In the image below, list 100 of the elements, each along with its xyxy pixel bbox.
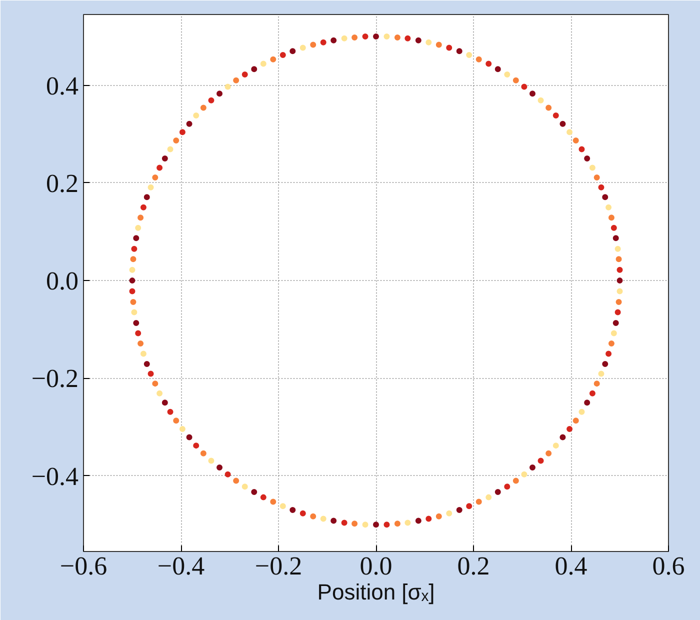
point — [426, 516, 432, 522]
point — [156, 164, 163, 171]
point — [610, 330, 617, 336]
point — [373, 33, 379, 40]
point — [310, 513, 316, 520]
point — [130, 256, 136, 262]
point — [608, 214, 614, 221]
point — [224, 471, 231, 478]
point — [394, 520, 400, 527]
point — [504, 72, 510, 78]
point — [330, 518, 337, 524]
x-axis-title: Position [σₓ] — [317, 580, 435, 604]
point — [466, 52, 472, 58]
x-tick-label: −0.4 — [157, 552, 205, 580]
point — [290, 507, 296, 513]
point — [384, 33, 390, 40]
point — [538, 97, 544, 104]
point — [415, 518, 422, 524]
point — [394, 34, 400, 40]
point — [610, 224, 617, 231]
point — [529, 90, 536, 97]
point — [216, 90, 223, 97]
point — [614, 309, 621, 316]
point — [242, 484, 248, 490]
point — [598, 184, 604, 190]
point — [589, 390, 596, 396]
point — [512, 478, 519, 484]
point — [173, 137, 180, 144]
point — [552, 112, 559, 119]
point — [162, 156, 168, 162]
point — [362, 522, 368, 528]
point — [384, 522, 390, 528]
point — [300, 510, 306, 516]
point — [512, 77, 519, 84]
y-tick-label: 0.4 — [46, 71, 78, 100]
point — [140, 350, 146, 357]
point — [162, 400, 168, 406]
point — [546, 104, 552, 111]
point — [129, 288, 136, 294]
point — [415, 37, 422, 44]
point — [208, 458, 214, 464]
point — [224, 84, 231, 90]
point — [616, 256, 622, 262]
point — [352, 520, 358, 527]
point — [404, 520, 411, 526]
point — [426, 39, 432, 46]
point — [130, 299, 136, 306]
point — [167, 146, 174, 152]
y-tick-label: 0.2 — [46, 168, 78, 198]
x-tick-label: −0.6 — [60, 552, 108, 580]
point — [436, 513, 442, 520]
x-tick-label: 0.6 — [652, 552, 685, 580]
point — [538, 458, 544, 464]
point — [148, 370, 154, 377]
point — [260, 60, 266, 67]
point — [330, 37, 337, 44]
point — [594, 174, 600, 181]
x-tick-label: −0.2 — [254, 552, 302, 580]
point — [616, 266, 623, 273]
point — [486, 60, 492, 67]
point — [552, 442, 559, 449]
point — [179, 426, 186, 432]
point — [436, 42, 442, 48]
point — [144, 361, 150, 368]
point — [589, 164, 596, 171]
point — [138, 214, 144, 221]
point — [233, 77, 240, 84]
point — [404, 35, 411, 42]
y-tick-label: −0.2 — [31, 364, 79, 394]
point — [578, 146, 585, 152]
point — [373, 522, 379, 528]
point — [208, 97, 214, 104]
y-tick-label: −0.4 — [31, 462, 79, 491]
point — [504, 484, 510, 490]
point — [598, 370, 604, 377]
point — [290, 48, 296, 54]
point — [560, 434, 566, 440]
point — [352, 34, 358, 40]
point — [280, 52, 286, 58]
point — [135, 330, 142, 336]
point — [242, 72, 248, 78]
point — [529, 464, 536, 471]
point — [310, 42, 316, 48]
point — [186, 120, 192, 127]
point — [131, 246, 138, 252]
point — [612, 320, 619, 326]
point — [486, 494, 492, 500]
point — [148, 184, 154, 190]
point — [566, 426, 573, 432]
point — [521, 471, 528, 478]
point — [131, 309, 138, 316]
point — [270, 56, 276, 62]
point — [594, 380, 600, 387]
point — [251, 66, 258, 72]
point — [446, 44, 452, 51]
point — [606, 350, 612, 357]
point — [608, 340, 614, 347]
point — [494, 66, 501, 72]
point — [546, 450, 552, 456]
point — [138, 340, 144, 347]
